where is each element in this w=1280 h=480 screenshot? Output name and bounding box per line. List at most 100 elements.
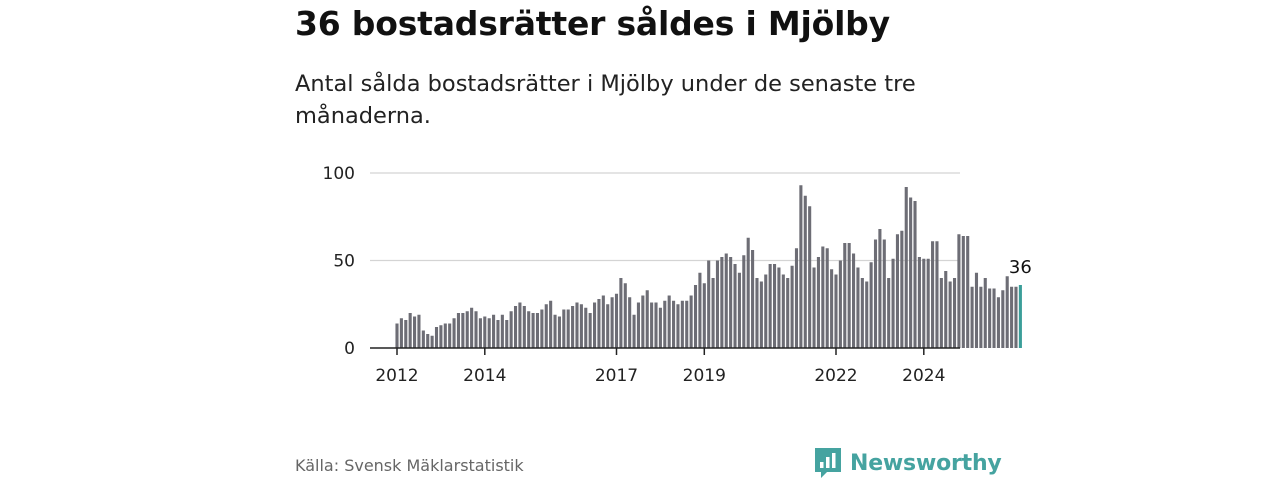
bar [724,253,728,348]
last-value-label: 36 [1009,257,1032,278]
bar [790,265,794,348]
bar [909,197,913,348]
bar [650,302,654,348]
bar [737,272,741,348]
bar [478,318,482,348]
bar [540,309,544,348]
newsworthy-logo[interactable]: Newsworthy [813,446,1002,480]
bar [952,278,957,348]
bar [939,278,943,348]
bar [492,314,496,348]
bar [715,260,720,348]
bar [1001,290,1005,348]
bar [434,327,439,348]
bar [966,236,970,348]
bar [474,311,478,348]
bar [619,278,623,348]
bar [983,278,987,348]
bar [395,323,399,348]
bar [597,299,601,348]
bar [781,274,785,348]
bar [860,278,864,348]
bar [636,302,640,348]
bar [926,258,930,348]
newsworthy-icon [815,448,841,478]
bar [729,257,733,348]
bar [522,306,526,348]
bar [1010,286,1014,348]
bar [632,314,636,348]
bar [1014,286,1018,348]
bar [742,255,746,348]
bar [588,313,592,348]
bar [571,306,575,348]
bar [452,318,456,348]
bar [891,258,895,348]
bar [610,297,614,348]
bar [746,237,750,348]
bar [645,290,649,348]
axes [370,347,960,355]
bar [887,278,891,348]
bar [606,304,610,348]
bar [417,314,421,348]
labels: 0 50 100 2012 2014 2017 2019 2022 2024 36 [323,164,1032,386]
bar [843,243,847,348]
bar [733,264,737,348]
bar [825,248,829,348]
bar [992,288,996,348]
bar [808,206,812,348]
bar [900,230,904,348]
bar [553,314,557,348]
bar [865,281,869,348]
bar [439,325,443,348]
bar [707,260,711,348]
bar [531,313,535,348]
bar [786,278,790,348]
bar [931,241,935,348]
y-tick-label: 0 [344,339,355,359]
bar [689,295,693,348]
bar [496,320,500,348]
bar [856,267,860,348]
bar [803,195,807,348]
bar [421,330,425,348]
bar [413,316,417,348]
bar [513,306,518,348]
bar-chart: 0 50 100 2012 2014 2017 2019 2022 2024 36 [323,164,1032,386]
bar [922,258,926,348]
bar [408,313,412,348]
x-tick-label: 2024 [902,366,945,386]
bar [527,311,531,348]
bar [895,234,900,348]
bar [759,281,763,348]
bar [720,257,724,348]
bar [974,272,979,348]
bar [777,267,781,348]
chart-subtitle: Antal sålda bostadsrätter i Mjölby under… [295,71,916,129]
bar [518,302,522,348]
bar [816,257,820,348]
bar [535,313,540,348]
bar [838,260,842,348]
bars [395,185,1022,348]
bar [768,264,772,348]
bar [628,297,632,348]
bar [961,236,965,348]
bar [882,239,886,348]
bar [873,239,878,348]
bar [702,283,706,348]
bar [672,300,676,348]
x-tick-label: 2017 [595,366,638,386]
bar [847,243,851,348]
bar [852,253,856,348]
bar [562,309,566,348]
bar [448,323,452,348]
bar [509,311,513,348]
bar [680,300,684,348]
bar [693,285,698,348]
bar [878,229,882,348]
bar [654,302,658,348]
bar [549,300,553,348]
bar [755,278,759,348]
